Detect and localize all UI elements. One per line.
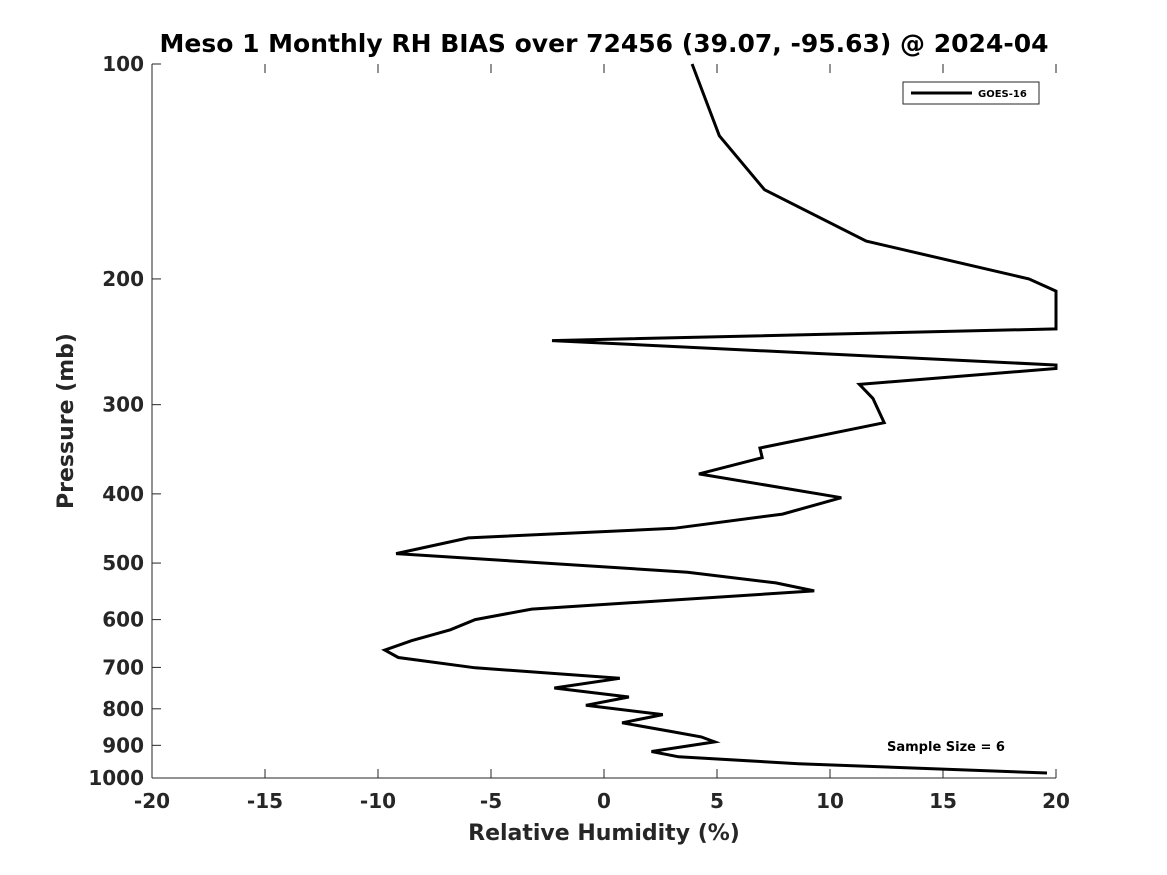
y-tick-label: 200 — [102, 267, 144, 291]
x-tick-label: -20 — [134, 789, 170, 813]
y-tick-label: 300 — [102, 393, 144, 417]
series-line-goes-16 — [381, 63, 1058, 775]
y-tick-label: 500 — [102, 551, 144, 575]
x-axis-ticks: -20 -15 -10 -5 0 5 10 15 20 — [134, 64, 1070, 813]
y-tick-label: 1000 — [88, 766, 144, 790]
y-axis-label: Pressure (mb) — [54, 333, 79, 509]
x-tick-label: -10 — [360, 789, 396, 813]
x-tick-label: -5 — [480, 789, 502, 813]
y-tick-label: 900 — [102, 733, 144, 757]
x-tick-label: -15 — [247, 789, 283, 813]
x-tick-label: 15 — [929, 789, 957, 813]
y-tick-label: 700 — [102, 655, 144, 679]
legend-label-goes-16: GOES-16 — [978, 89, 1027, 100]
sample-size-annotation: Sample Size = 6 — [887, 740, 1005, 755]
series-group — [381, 63, 1058, 775]
y-tick-label: 100 — [102, 52, 144, 76]
x-tick-label: 20 — [1042, 789, 1070, 813]
y-tick-label: 800 — [102, 697, 144, 721]
plot-area — [152, 64, 1056, 778]
x-axis-label: Relative Humidity (%) — [468, 821, 740, 846]
y-tick-label: 400 — [102, 482, 144, 506]
x-tick-label: 10 — [816, 789, 844, 813]
x-tick-label: 0 — [597, 789, 611, 813]
chart-title: Meso 1 Monthly RH BIAS over 72456 (39.07… — [159, 29, 1048, 58]
x-tick-label: 5 — [710, 789, 724, 813]
legend: GOES-16 — [902, 81, 1040, 105]
y-axis-ticks: 100 200 300 400 500 600 700 800 900 1000 — [88, 52, 161, 790]
y-tick-label: 600 — [102, 608, 144, 632]
